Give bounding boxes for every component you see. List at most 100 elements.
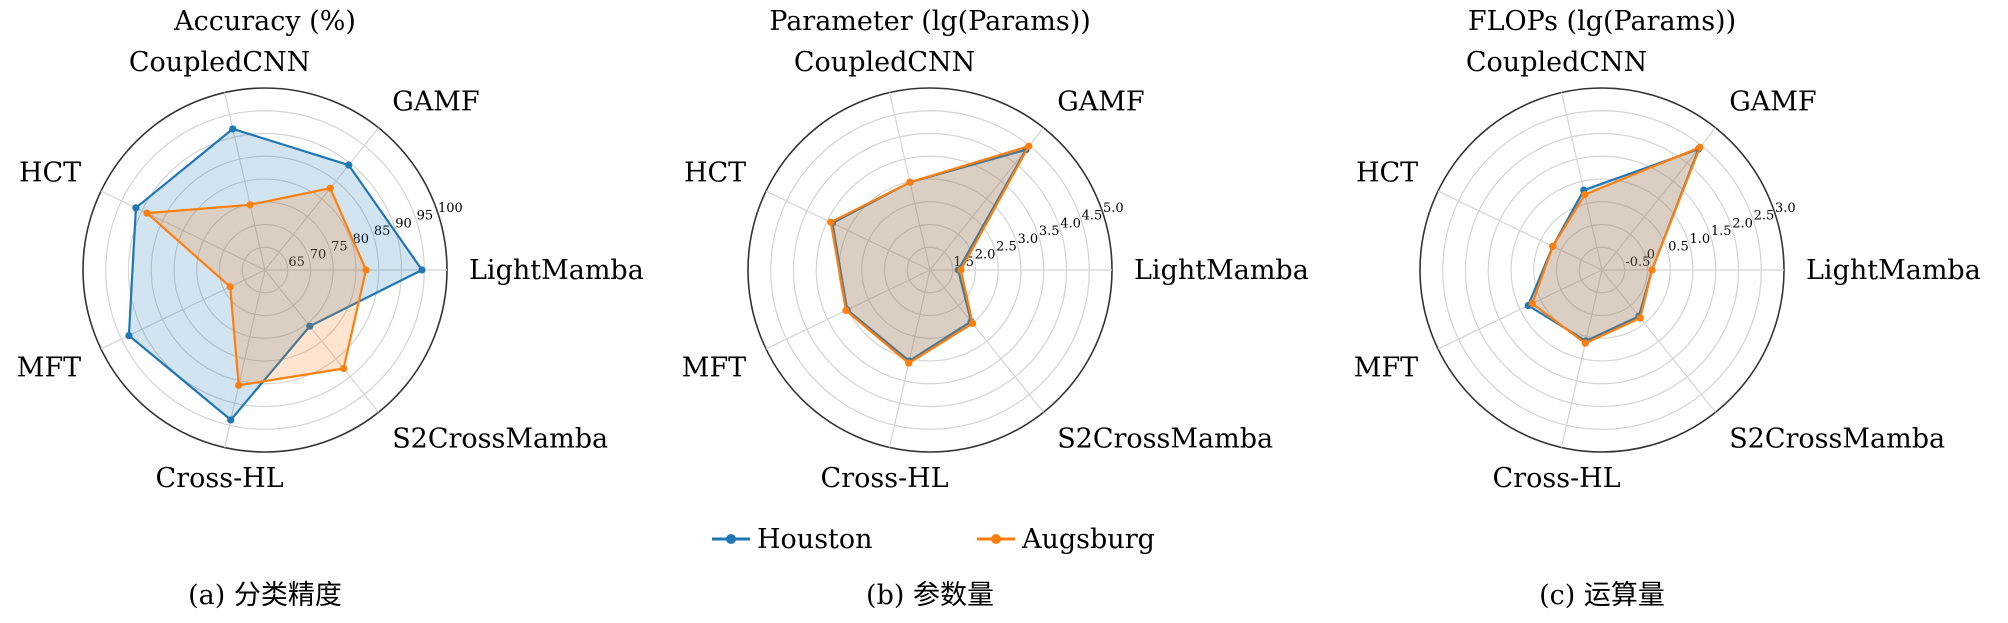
data-point-augsburg — [1025, 142, 1033, 150]
grid-spoke — [1601, 269, 1716, 413]
data-point-augsburg — [143, 209, 151, 217]
legend-augsburg-label: Augsburg — [1021, 524, 1155, 555]
data-point-augsburg — [362, 266, 370, 274]
data-point-augsburg — [1636, 314, 1644, 322]
data-point-augsburg — [906, 178, 914, 186]
category-label: CoupledCNN — [129, 47, 310, 78]
category-label: HCT — [1356, 157, 1418, 188]
series-area-houston — [831, 148, 1028, 362]
radial-tick-label: 80 — [353, 232, 370, 247]
grid-spoke — [929, 269, 1044, 413]
category-label: GAMF — [1057, 87, 1144, 118]
data-point-houston — [229, 125, 237, 133]
category-label: MFT — [17, 353, 81, 384]
panel-c-radar: -0.50 0.51.01.52.02.53.0 LightMamba GAMF Cou… — [1354, 47, 1981, 494]
data-point-augsburg — [827, 218, 835, 226]
radial-tick-label: 4.0 — [1060, 216, 1081, 231]
legend-houston-label: Houston — [757, 524, 873, 555]
radial-tick-label: 2.5 — [996, 240, 1017, 255]
panel-a-title: Accuracy (%) — [173, 6, 356, 37]
grid-spoke — [223, 92, 266, 271]
data-point-augsburg — [842, 306, 850, 315]
legend-augsburg-marker — [991, 534, 1001, 544]
radial-tick-label: 70 — [310, 247, 327, 262]
data-point-houston — [345, 161, 353, 169]
radial-tick-label: 90 — [395, 216, 412, 231]
radial-tick-label: 1.0 — [1690, 232, 1711, 247]
radial-tick-label: 100 — [438, 201, 463, 216]
grid-spoke — [264, 269, 379, 413]
radial-tick-label: 5.0 — [1103, 201, 1124, 216]
series-area-houston — [127, 127, 424, 421]
category-label: MFT — [682, 353, 746, 384]
panel-b-title: Parameter (lg(Params)) — [769, 6, 1091, 37]
data-point-augsburg — [1581, 190, 1589, 199]
radial-tick-label: 75 — [331, 240, 348, 255]
radial-tick-label: 3.0 — [1775, 201, 1796, 216]
grid-spoke — [1437, 269, 1603, 350]
category-label: Cross-HL — [156, 463, 284, 494]
legend-houston-marker — [726, 534, 736, 544]
data-point-augsburg — [1581, 339, 1589, 347]
category-label: MFT — [1354, 353, 1418, 384]
grid-spoke — [1560, 92, 1603, 271]
data-point-houston — [227, 416, 235, 424]
data-point-augsburg — [246, 201, 254, 209]
data-point-augsburg — [226, 283, 234, 291]
grid-spoke — [1560, 269, 1603, 448]
radial-tick-label: 0 — [1647, 247, 1655, 262]
legend: Houston Augsburg — [712, 524, 1155, 555]
category-label: Cross-HL — [821, 463, 949, 494]
category-label: LightMamba — [1806, 255, 1981, 286]
radial-tick-label: 95 — [417, 209, 434, 224]
series-area-augsburg — [829, 145, 1030, 365]
data-point-augsburg — [339, 364, 348, 373]
category-label: S2CrossMamba — [1057, 423, 1273, 454]
category-label: CoupledCNN — [1466, 47, 1647, 78]
radial-tick-label: 2.0 — [975, 247, 996, 262]
radial-tick-label: 3.0 — [1018, 232, 1039, 247]
data-point-houston — [306, 322, 314, 330]
radial-tick-label: 65 — [288, 255, 305, 270]
data-point-augsburg — [957, 266, 965, 274]
radial-tick-label: 2.0 — [1732, 216, 1753, 231]
data-point-augsburg — [905, 359, 913, 367]
category-label: HCT — [684, 157, 746, 188]
category-label: HCT — [19, 157, 81, 188]
category-label: LightMamba — [469, 255, 644, 286]
series-area-augsburg — [1531, 146, 1702, 345]
data-point-augsburg — [1549, 242, 1557, 250]
series-area-augsburg — [145, 187, 368, 387]
category-label: Cross-HL — [1493, 463, 1621, 494]
radial-tick-label: 4.5 — [1082, 209, 1103, 224]
radial-tick-label: 1.5 — [1711, 224, 1732, 239]
data-point-augsburg — [968, 319, 977, 327]
data-point-houston — [418, 266, 426, 274]
category-label: CoupledCNN — [794, 47, 975, 78]
data-point-augsburg — [1648, 266, 1656, 274]
radial-tick-label: 85 — [374, 224, 391, 239]
grid-spoke — [264, 127, 379, 271]
caption-a: (a) 分类精度 — [188, 580, 342, 611]
data-point-augsburg — [1696, 143, 1704, 151]
data-point-houston — [125, 331, 133, 340]
data-point-houston — [132, 204, 140, 212]
caption-c: (c) 运算量 — [1539, 580, 1665, 611]
grid-spoke — [765, 190, 931, 271]
radial-tick-label: 0.5 — [1668, 240, 1689, 255]
category-label: S2CrossMamba — [1729, 423, 1945, 454]
radial-tick-label: 3.5 — [1039, 224, 1060, 239]
data-point-augsburg — [326, 184, 334, 192]
data-point-augsburg — [235, 381, 243, 389]
panel-c-title: FLOPs (lg(Params)) — [1468, 6, 1736, 37]
data-point-augsburg — [1528, 299, 1536, 308]
category-label: GAMF — [1729, 87, 1816, 118]
caption-b: (b) 参数量 — [866, 580, 994, 611]
radial-tick-label: 2.5 — [1754, 209, 1775, 224]
panel-b-radar: 1.52.02.53.03.54.04.55.0LightMambaGAMFCo… — [682, 47, 1309, 494]
category-label: S2CrossMamba — [392, 423, 608, 454]
grid-spoke — [1437, 190, 1603, 271]
radial-tick-label: -0.5 — [1625, 255, 1650, 270]
category-label: LightMamba — [1134, 255, 1309, 286]
